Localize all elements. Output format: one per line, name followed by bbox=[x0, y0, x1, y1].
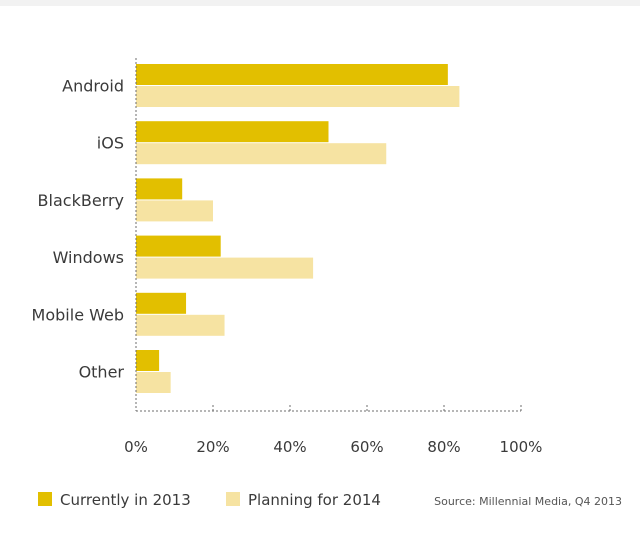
legend-swatch bbox=[38, 492, 52, 506]
category-label: Other bbox=[79, 363, 125, 382]
category-label: iOS bbox=[97, 134, 124, 153]
bar-mobile-web-planning bbox=[136, 314, 225, 336]
x-tick-label: 40% bbox=[273, 438, 306, 456]
labels-group: Android iOS BlackBerry Windows Mobile Web Oth… bbox=[32, 77, 543, 457]
x-tick-label: 20% bbox=[196, 438, 229, 456]
axes-group bbox=[135, 58, 522, 412]
category-label: Windows bbox=[53, 248, 124, 267]
bar-mobile-web-current bbox=[136, 292, 187, 314]
legend-label: Currently in 2013 bbox=[60, 491, 191, 509]
bar-blackberry-planning bbox=[136, 200, 213, 222]
legend-label: Planning for 2014 bbox=[248, 491, 381, 509]
bar-ios-planning bbox=[136, 143, 387, 165]
x-tick-label: 0% bbox=[124, 438, 148, 456]
legend: Currently in 2013 Planning for 2014 bbox=[38, 491, 381, 509]
bar-android-planning bbox=[136, 86, 460, 107]
source-note: Source: Millennial Media, Q4 2013 bbox=[434, 495, 622, 508]
x-tick-label: 80% bbox=[427, 438, 460, 456]
bar-android-current bbox=[136, 64, 448, 85]
bar-other-current bbox=[136, 350, 160, 371]
x-tick-label: 100% bbox=[500, 438, 543, 456]
bars-group bbox=[136, 64, 460, 393]
bar-other-planning bbox=[136, 372, 171, 393]
category-label: Android bbox=[62, 77, 124, 96]
bar-blackberry-current bbox=[136, 178, 183, 200]
bar-ios-current bbox=[136, 121, 329, 143]
legend-swatch bbox=[226, 492, 240, 506]
top-strip bbox=[0, 0, 640, 6]
bar-windows-planning bbox=[136, 257, 314, 279]
category-label: Mobile Web bbox=[32, 305, 124, 324]
category-label: BlackBerry bbox=[38, 191, 124, 210]
x-tick-label: 60% bbox=[350, 438, 383, 456]
bar-windows-current bbox=[136, 235, 221, 257]
